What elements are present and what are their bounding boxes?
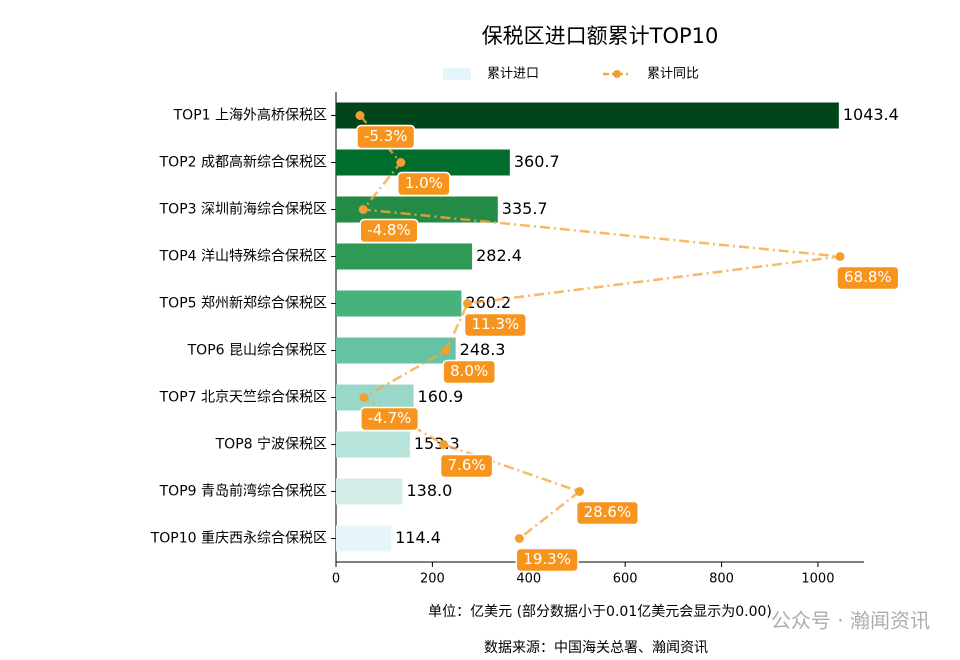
bar-value-label: 360.7 [514,152,560,171]
value-badge: 7.6% [439,453,494,479]
line-marker [355,111,365,120]
bar [336,243,473,270]
x-tick-label: 600 [613,572,638,587]
value-badge: 68.8% [836,265,900,291]
legend-swatch [443,68,471,80]
line-value-label: 68.8% [844,268,892,286]
line-value-label: 7.6% [448,456,486,474]
line-marker [835,252,845,261]
badge-box [442,359,496,385]
bar-value-label: 153.3 [414,434,460,453]
bar-value-label: 282.4 [476,246,522,265]
x-tick-label: 400 [516,572,541,587]
badge-box [356,124,416,150]
badge-box [575,500,639,526]
legend-label: 累计同比 [647,67,699,82]
x-axis-label: 单位：亿美元 (部分数据小于0.01亿美元会显示为0.00) [428,604,772,620]
y-tick-label: TOP2 成都高新综合保税区 [159,154,327,171]
bar-value-label: 138.0 [407,481,453,500]
badge-box [360,406,420,432]
line-value-label: -4.7% [368,409,412,427]
badge-box [397,171,451,197]
x-tick-label: 800 [709,572,734,587]
source-note: 数据来源：中国海关总署、瀚闻资讯 [484,640,708,656]
bar-value-label: 248.3 [460,340,506,359]
line-value-label: 8.0% [450,362,488,380]
bar-value-label: 335.7 [502,199,548,218]
bar [336,525,392,552]
badge-box [515,547,579,573]
bar-value-label: 1043.4 [843,105,899,124]
bar-value-label: 260.2 [465,293,511,312]
chart-title: 保税区进口额累计TOP10 [482,24,719,48]
value-badge: 1.0% [397,171,451,197]
legend-marker [613,70,621,78]
line-value-label: 19.3% [523,550,571,568]
line-value-label: 1.0% [405,174,443,192]
value-badge: 19.3% [515,547,579,573]
line-value-label: 11.3% [472,315,520,333]
y-tick-label: TOP9 青岛前湾综合保税区 [159,483,327,500]
line-marker [575,487,585,496]
value-badge: 28.6% [575,500,639,526]
y-tick-label: TOP6 昆山综合保税区 [187,343,327,359]
bar-value-label: 114.4 [395,528,441,547]
value-badge: 8.0% [442,359,496,385]
line-marker [359,393,369,402]
line-marker [358,205,368,214]
line-marker [439,440,449,449]
bar [336,102,839,129]
x-tick-label: 200 [420,572,445,587]
value-badge: 11.3% [463,312,527,338]
x-tick-label: 1000 [801,572,834,587]
line-marker [441,346,451,355]
y-tick-label: TOP8 宁波保税区 [215,436,327,453]
y-tick-label: TOP4 洋山特殊综合保税区 [159,249,327,265]
x-tick-label: 0 [332,572,340,587]
bar [336,290,462,317]
line-marker [514,534,524,543]
line-value-label: 28.6% [584,503,632,521]
line-value-label: -5.3% [364,127,408,145]
y-tick-label: TOP10 重庆西永综合保税区 [150,531,327,547]
watermark: 公众号 · 瀚闻资讯 [771,609,930,633]
badge-box [439,453,494,479]
bar [336,149,510,176]
legend-label: 累计进口 [487,67,539,82]
bar [336,384,414,411]
line-value-label: -4.8% [367,221,411,239]
value-badge: -4.8% [359,218,419,244]
badge-box [359,218,419,244]
y-tick-label: TOP5 郑州新郑综合保税区 [159,296,327,312]
badge-box [836,265,900,291]
line-marker [463,299,473,308]
y-tick-label: TOP3 深圳前海综合保税区 [159,201,327,218]
line-marker [396,158,406,167]
y-tick-label: TOP1 上海外高桥保税区 [173,107,327,124]
bar-value-label: 160.9 [418,387,464,406]
line [359,114,841,540]
bar [336,431,410,458]
badge-box [463,312,527,338]
y-tick-label: TOP7 北京天竺综合保税区 [159,390,327,406]
value-badge: -5.3% [356,124,416,150]
value-badge: -4.7% [360,406,420,432]
bar [336,478,403,505]
bar [336,337,456,364]
